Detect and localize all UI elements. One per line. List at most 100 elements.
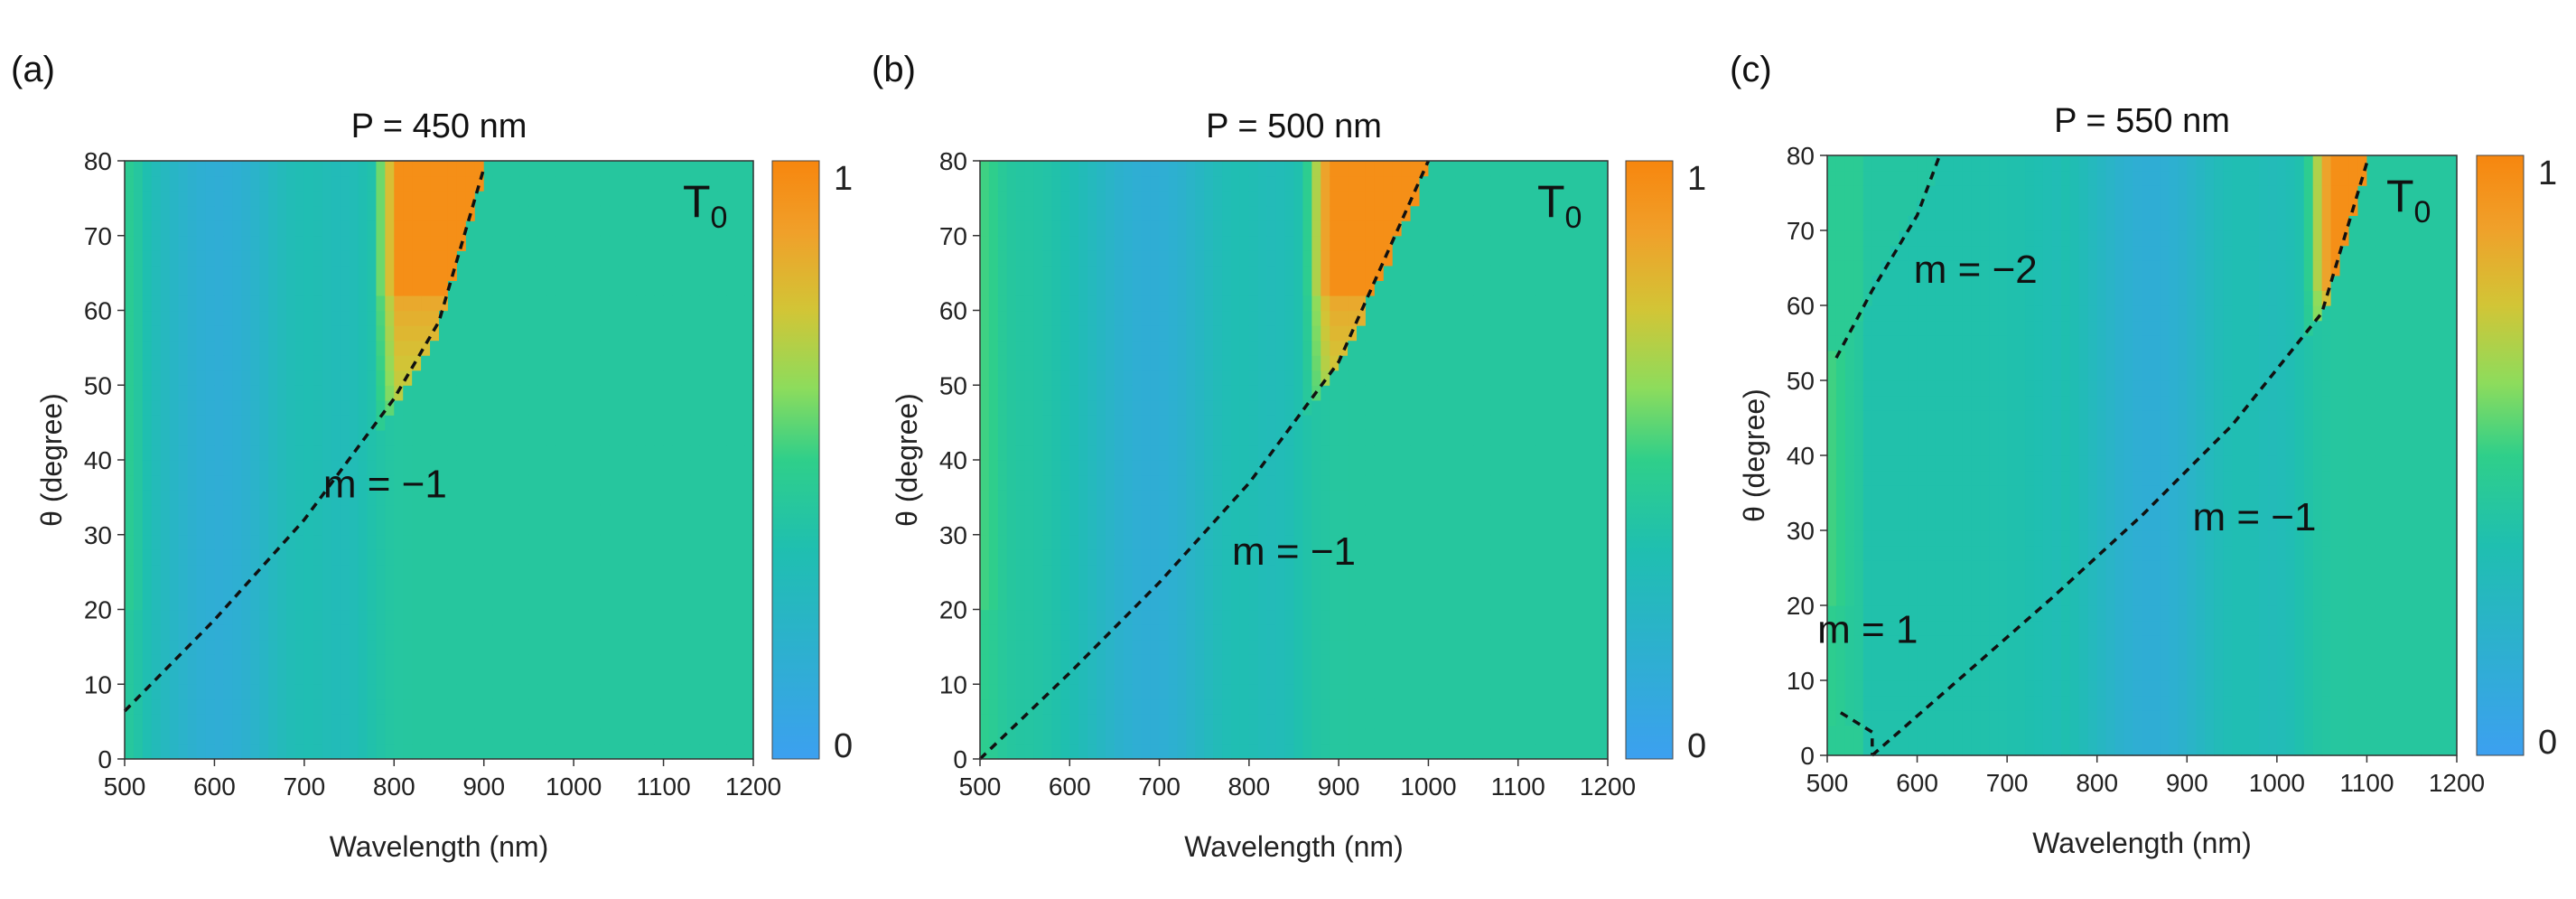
heatmap-cell [1275, 474, 1286, 491]
heatmap-cell [1042, 355, 1053, 371]
heatmap-cell [412, 654, 422, 670]
heatmap-cell [394, 325, 404, 342]
heatmap-cell [600, 684, 611, 700]
heatmap-cell [465, 265, 476, 281]
heatmap-cell [1222, 399, 1232, 416]
heatmap-cell [421, 504, 431, 520]
heatmap-cell [1365, 549, 1376, 566]
heatmap-cell [483, 564, 494, 580]
heatmap-cell [1060, 250, 1070, 267]
heatmap-cell [1222, 609, 1232, 625]
heatmap-cell [1231, 728, 1241, 745]
heatmap-cell [1348, 429, 1358, 446]
heatmap-cell [1087, 429, 1097, 446]
heatmap-cell [645, 549, 656, 566]
heatmap-cell [241, 325, 251, 342]
heatmap-cell [1266, 579, 1277, 595]
heatmap-cell [717, 429, 727, 446]
heatmap-cell [618, 250, 629, 267]
heatmap-cell [160, 399, 171, 416]
heatmap-cell [980, 594, 990, 611]
heatmap-cell [1150, 265, 1161, 281]
heatmap-cell [125, 340, 135, 356]
heatmap-cell [1024, 594, 1035, 611]
heatmap-cell [313, 355, 323, 371]
heatmap-cell [223, 370, 233, 386]
heatmap-cell [1069, 609, 1079, 625]
heatmap-cell [1078, 325, 1088, 342]
heatmap-cell [1042, 669, 1053, 685]
heatmap-cell [1455, 684, 1465, 700]
heatmap-cell [447, 429, 458, 446]
heatmap-cell [232, 325, 242, 342]
heatmap-cell [474, 639, 485, 655]
heatmap-cell [1177, 161, 1187, 177]
heatmap-cell [528, 340, 538, 356]
heatmap-cell [672, 280, 683, 296]
heatmap-cell [1078, 399, 1088, 416]
heatmap-cell [394, 295, 404, 312]
heatmap-cell [1348, 250, 1358, 267]
heatmap-cell [1365, 639, 1376, 655]
heatmap-cell [1195, 564, 1205, 580]
heatmap-cell [1330, 429, 1339, 446]
heatmap-cell [447, 654, 458, 670]
heatmap-cell [744, 669, 754, 685]
heatmap-cell [1419, 385, 1430, 401]
heatmap-cell [555, 549, 565, 566]
heatmap-cell [412, 355, 422, 371]
heatmap-cell [1401, 594, 1412, 611]
heatmap-cell [465, 295, 476, 312]
heatmap-cell [169, 220, 180, 237]
heatmap-cell [672, 564, 683, 580]
heatmap-cell [474, 280, 485, 296]
heatmap-cell [268, 609, 278, 625]
heatmap-cell [430, 654, 440, 670]
heatmap-cell [699, 370, 709, 386]
heatmap-cell [735, 295, 745, 312]
heatmap-cell [988, 564, 999, 580]
heatmap-cell [430, 250, 440, 267]
heatmap-cell [1365, 474, 1376, 491]
heatmap-cell [358, 250, 369, 267]
heatmap-cell [1006, 490, 1017, 506]
heatmap-cell [205, 429, 216, 446]
heatmap-cell [609, 624, 620, 641]
heatmap-cell [1455, 728, 1465, 745]
heatmap-cell [1357, 609, 1367, 625]
heatmap-cell [735, 235, 745, 251]
heatmap-cell [294, 564, 305, 580]
heatmap-cell [583, 191, 593, 207]
heatmap-cell [618, 325, 629, 342]
heatmap-cell [1168, 250, 1179, 267]
heatmap-cell [223, 191, 233, 207]
heatmap-cell [1222, 429, 1232, 446]
heatmap-cell [268, 624, 278, 641]
heatmap-cell [1348, 340, 1358, 356]
heatmap-cell [1051, 639, 1061, 655]
heatmap-cell [394, 609, 404, 625]
heatmap-cell [349, 325, 359, 342]
heatmap-cell [1419, 714, 1430, 730]
heatmap-cell [1060, 654, 1070, 670]
heatmap-cell [169, 191, 180, 207]
heatmap-cell [1392, 310, 1403, 326]
heatmap-cell [250, 728, 260, 745]
heatmap-cell [546, 594, 556, 611]
heatmap-cell [160, 280, 171, 296]
heatmap-cell [232, 205, 242, 221]
heatmap-cell [214, 504, 224, 520]
heatmap-cell [997, 340, 1008, 356]
heatmap-cell [510, 564, 521, 580]
heatmap-cell [394, 235, 404, 251]
heatmap-cell [241, 534, 251, 550]
heatmap-cell [1419, 520, 1430, 536]
heatmap-cell [1195, 654, 1205, 670]
heatmap-cell [1006, 161, 1017, 177]
heatmap-cell [1266, 385, 1277, 401]
heatmap-cell [385, 728, 395, 745]
heatmap-cell [574, 310, 583, 326]
heatmap-cell [277, 684, 287, 700]
heatmap-cell [259, 549, 269, 566]
heatmap-cell [439, 490, 449, 506]
